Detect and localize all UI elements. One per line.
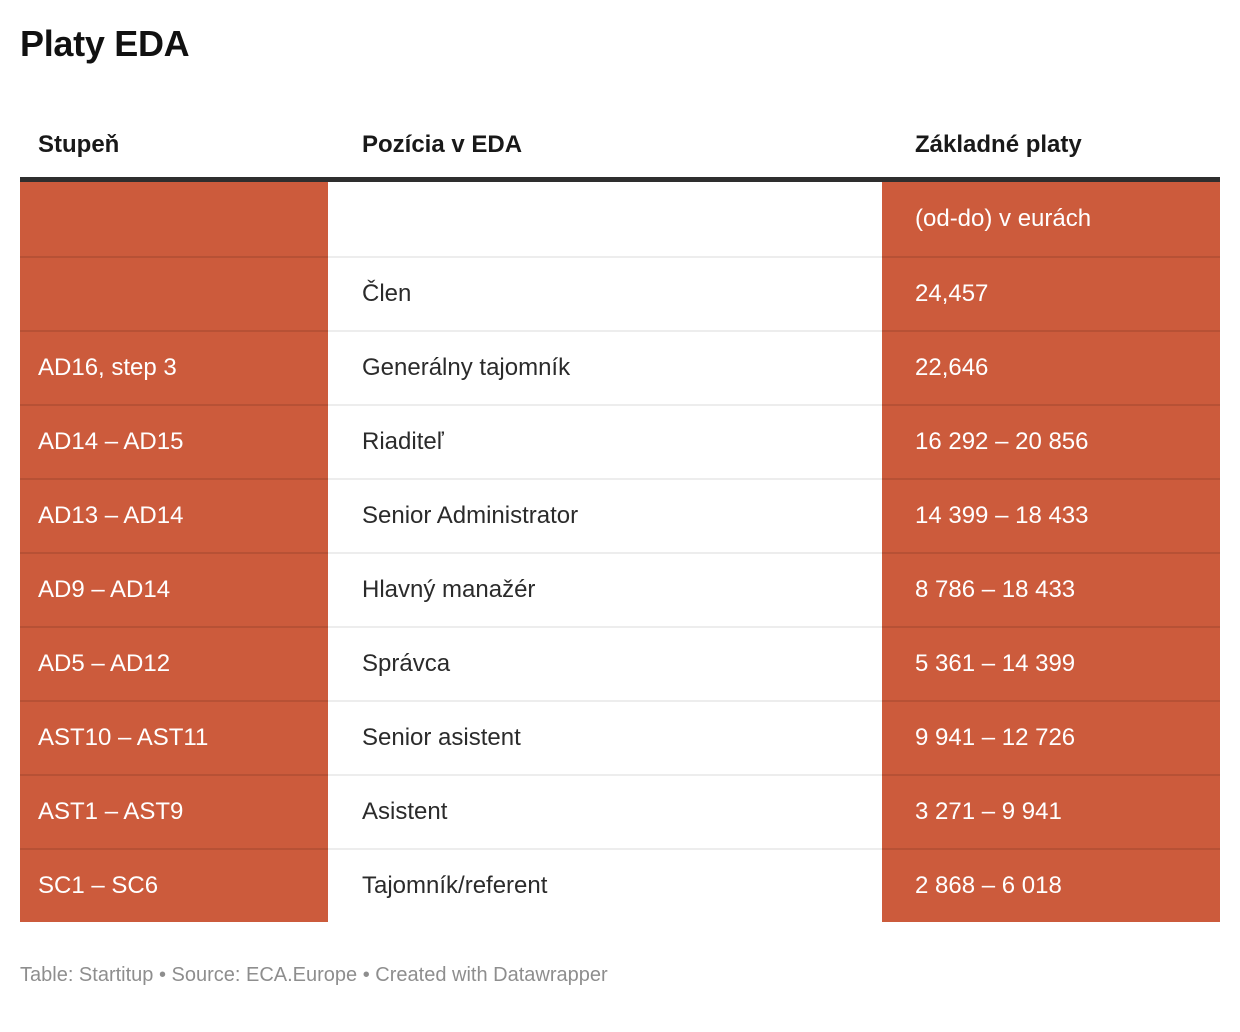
- grade-cell: SC1 – SC6: [20, 848, 328, 922]
- salary-cell: (od-do) v eurách: [882, 182, 1220, 256]
- table-row: AST1 – AST9 Asistent 3 271 – 9 941: [20, 774, 1220, 848]
- position-cell: Senior asistent: [328, 700, 882, 774]
- grade-cell: AD5 – AD12: [20, 626, 328, 700]
- position-cell: Člen: [328, 256, 882, 330]
- table-row: AD13 – AD14 Senior Administrator 14 399 …: [20, 478, 1220, 552]
- attribution-footer: Table: Startitup • Source: ECA.Europe • …: [20, 964, 608, 986]
- salary-cell: 5 361 – 14 399: [882, 626, 1220, 700]
- position-cell: Riaditeľ: [328, 404, 882, 478]
- table-row: AST10 – AST11 Senior asistent 9 941 – 12…: [20, 700, 1220, 774]
- table-row: (od-do) v eurách: [20, 182, 1220, 256]
- table-row: AD5 – AD12 Správca 5 361 – 14 399: [20, 626, 1220, 700]
- table-row: AD9 – AD14 Hlavný manažér 8 786 – 18 433: [20, 552, 1220, 626]
- table-row: AD16, step 3 Generálny tajomník 22,646: [20, 330, 1220, 404]
- salary-cell: 22,646: [882, 330, 1220, 404]
- salary-cell: 8 786 – 18 433: [882, 552, 1220, 626]
- position-cell: Správca: [328, 626, 882, 700]
- grade-cell: AST1 – AST9: [20, 774, 328, 848]
- position-cell: Hlavný manažér: [328, 552, 882, 626]
- grade-cell: [20, 182, 328, 256]
- position-cell: [328, 182, 882, 256]
- column-header-stupen: Stupeň: [38, 131, 120, 158]
- salary-cell: 2 868 – 6 018: [882, 848, 1220, 922]
- grade-cell: AST10 – AST11: [20, 700, 328, 774]
- column-header-platy: Základné platy: [915, 131, 1082, 158]
- grade-cell: [20, 256, 328, 330]
- salary-cell: 16 292 – 20 856: [882, 404, 1220, 478]
- salary-cell: 3 271 – 9 941: [882, 774, 1220, 848]
- datawrapper-table-embed: Platy EDA Stupeň Pozícia v EDA Základné …: [0, 24, 1240, 987]
- position-cell: Generálny tajomník: [328, 330, 882, 404]
- table-body: (od-do) v eurách Člen 24,457 AD16, step …: [20, 177, 1220, 922]
- position-cell: Asistent: [328, 774, 882, 848]
- position-cell: Senior Administrator: [328, 478, 882, 552]
- salary-cell: 14 399 – 18 433: [882, 478, 1220, 552]
- grade-cell: AD13 – AD14: [20, 478, 328, 552]
- salary-cell: 9 941 – 12 726: [882, 700, 1220, 774]
- table-row: SC1 – SC6 Tajomník/referent 2 868 – 6 01…: [20, 848, 1220, 922]
- page-title: Platy EDA: [20, 23, 190, 64]
- grade-cell: AD9 – AD14: [20, 552, 328, 626]
- position-cell: Tajomník/referent: [328, 848, 882, 922]
- salary-cell: 24,457: [882, 256, 1220, 330]
- grade-cell: AD14 – AD15: [20, 404, 328, 478]
- table-header-row: Stupeň Pozícia v EDA Základné platy: [20, 64, 1220, 177]
- table-row: AD14 – AD15 Riaditeľ 16 292 – 20 856: [20, 404, 1220, 478]
- column-header-pozicia: Pozícia v EDA: [362, 131, 523, 158]
- table-row: Člen 24,457: [20, 256, 1220, 330]
- grade-cell: AD16, step 3: [20, 330, 328, 404]
